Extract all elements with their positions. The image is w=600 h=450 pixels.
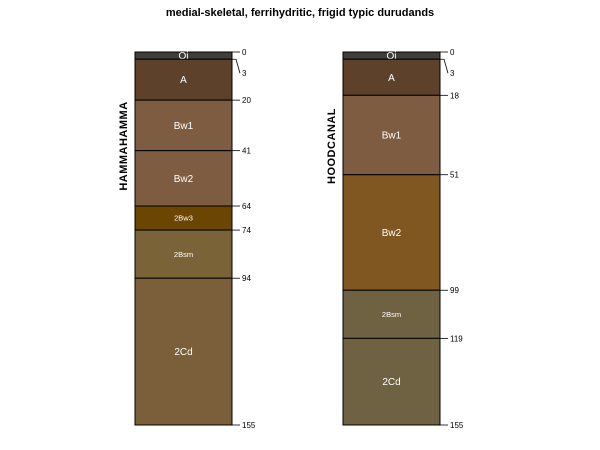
horizon-hoodcanal-2cd [342,337,441,426]
depth-tick-label: 20 [242,96,251,105]
horizon-label: Bw1 [382,131,402,142]
depth-tick [232,58,241,74]
depth-tick-label: 64 [242,202,251,211]
horizon-hammahamma-a [134,58,233,101]
depth-tick-label: 51 [450,171,459,180]
horizon-hammahamma-2bsm [134,229,233,279]
horizon-label: 2Cd [382,377,400,388]
horizon-label: Bw2 [174,174,194,185]
horizon-label: Oi [179,51,189,62]
depth-tick-label: 74 [242,226,251,235]
horizon-label: 2Bsm [174,250,193,259]
profile-name: HAMMAHAMMA [118,101,130,190]
depth-tick-label: 3 [242,69,247,78]
horizon-label: 2Cd [174,347,192,358]
horizon-hoodcanal-a [342,58,441,96]
depth-tick-label: 155 [450,421,464,430]
horizon-label: Bw1 [174,121,194,132]
horizon-hammahamma-2bw3 [134,205,233,231]
chart-title: medial-skeletal, ferrihydritic, frigid t… [166,7,434,19]
horizon-label: A [388,73,395,84]
horizon-hoodcanal-bw2 [342,174,441,291]
horizon-hoodcanal-2bsm [342,289,441,339]
horizon-label: A [180,75,187,86]
profile-name: HOODCANAL [326,108,338,184]
depth-tick-label: 3 [450,69,455,78]
depth-tick-label: 155 [242,421,256,430]
horizon-label: Bw2 [382,228,402,239]
horizon-hammahamma-2cd [134,277,233,426]
horizon-hammahamma-bw2 [134,150,233,207]
depth-tick-label: 0 [242,48,247,57]
horizon-label: Oi [387,51,397,62]
depth-tick-label: 94 [242,274,251,283]
horizon-hoodcanal-bw1 [342,94,441,176]
depth-tick-label: 0 [450,48,455,57]
depth-tick-label: 119 [450,334,463,343]
depth-tick-label: 99 [450,286,459,295]
depth-tick-label: 18 [450,91,459,100]
horizon-label: 2Bsm [382,310,401,319]
horizon-label: 2Bw3 [174,214,193,223]
horizon-hammahamma-bw1 [134,99,233,152]
depth-tick-label: 41 [242,147,251,156]
depth-tick [440,58,449,74]
